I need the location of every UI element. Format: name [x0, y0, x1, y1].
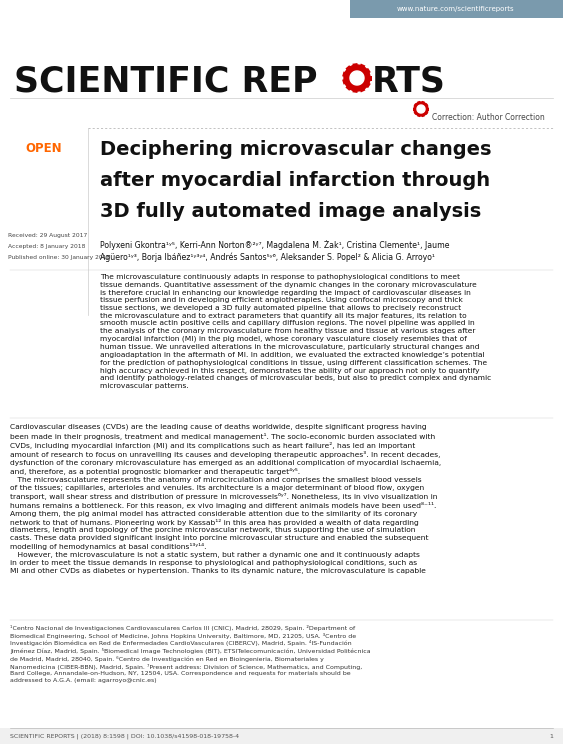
- Polygon shape: [368, 75, 372, 80]
- Polygon shape: [413, 107, 415, 111]
- Polygon shape: [365, 82, 371, 88]
- Polygon shape: [352, 89, 358, 93]
- Bar: [0, 728, 563, 744]
- Polygon shape: [425, 103, 428, 106]
- Text: SCIENTIFIC REPORTS | (2018) 8:1598 | DOI: 10.1038/s41598-018-19758-4: SCIENTIFIC REPORTS | (2018) 8:1598 | DOI…: [10, 734, 239, 739]
- Polygon shape: [427, 107, 429, 111]
- Polygon shape: [365, 68, 371, 74]
- Text: Deciphering microvascular changes: Deciphering microvascular changes: [100, 140, 491, 159]
- Polygon shape: [414, 112, 417, 115]
- Text: Published online: 30 January 2018: Published online: 30 January 2018: [8, 255, 110, 260]
- Polygon shape: [352, 63, 358, 67]
- Text: Accepted: 8 January 2018: Accepted: 8 January 2018: [8, 244, 86, 249]
- Polygon shape: [344, 65, 370, 91]
- Polygon shape: [359, 63, 365, 68]
- Text: Received: 29 August 2017: Received: 29 August 2017: [8, 233, 87, 238]
- Bar: [350, 0, 563, 18]
- Polygon shape: [359, 87, 365, 92]
- Text: OPEN: OPEN: [26, 141, 62, 155]
- Polygon shape: [414, 102, 428, 116]
- Polygon shape: [417, 101, 421, 104]
- Polygon shape: [421, 114, 425, 117]
- Polygon shape: [346, 65, 351, 71]
- Text: SCIENTIFIC REP: SCIENTIFIC REP: [14, 65, 318, 99]
- Text: 3D fully automated image analysis: 3D fully automated image analysis: [100, 202, 481, 221]
- Text: Agüero¹ʸ³, Borja Ibáñez¹ʸ³ʸ⁴, Andrés Santos⁵ʸ⁶, Aleksander S. Popel² & Alicia G.: Agüero¹ʸ³, Borja Ibáñez¹ʸ³ʸ⁴, Andrés San…: [100, 252, 435, 261]
- Text: www.nature.com/scientificreports: www.nature.com/scientificreports: [397, 6, 515, 12]
- Text: after myocardial infarction through: after myocardial infarction through: [100, 171, 490, 190]
- Polygon shape: [342, 79, 347, 85]
- Polygon shape: [417, 114, 421, 117]
- Text: RTS: RTS: [372, 65, 446, 99]
- Text: The microvasculature continuously adapts in response to pathophysiological condi: The microvasculature continuously adapts…: [100, 274, 491, 389]
- Polygon shape: [414, 103, 417, 106]
- Polygon shape: [350, 71, 364, 85]
- Polygon shape: [346, 85, 351, 91]
- Text: 1: 1: [549, 734, 553, 739]
- Polygon shape: [421, 101, 425, 104]
- Polygon shape: [417, 105, 425, 113]
- Polygon shape: [425, 112, 428, 115]
- Text: ¹Centro Nacional de Investigaciones Cardiovasculares Carlos III (CNIC), Madrid, : ¹Centro Nacional de Investigaciones Card…: [10, 625, 370, 682]
- Text: Polyxeni Gkontra¹ʸ⁵, Kerri-Ann Norton®²ʸ⁷, Magdalena M. Żak¹, Cristina Clemente¹: Polyxeni Gkontra¹ʸ⁵, Kerri-Ann Norton®²ʸ…: [100, 240, 449, 250]
- Polygon shape: [342, 71, 347, 77]
- Text: Correction: Author Correction: Correction: Author Correction: [432, 114, 545, 123]
- Text: Cardiovascular diseases (CVDs) are the leading cause of deaths worldwide, despit: Cardiovascular diseases (CVDs) are the l…: [10, 424, 441, 574]
